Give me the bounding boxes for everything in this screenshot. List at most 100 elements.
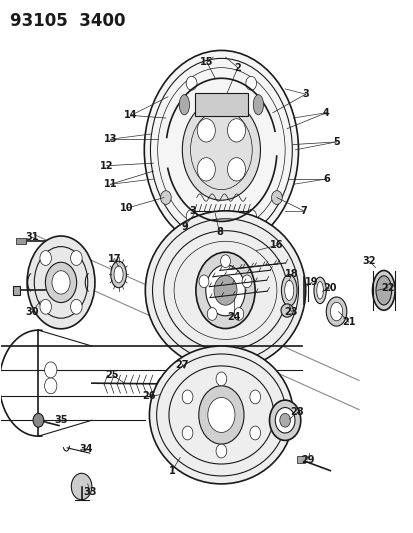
Circle shape bbox=[180, 362, 187, 370]
Circle shape bbox=[227, 158, 245, 181]
Ellipse shape bbox=[27, 236, 95, 329]
Text: 21: 21 bbox=[341, 317, 355, 327]
Text: 4: 4 bbox=[322, 108, 329, 118]
Ellipse shape bbox=[114, 266, 123, 283]
Text: 14: 14 bbox=[124, 110, 138, 120]
Text: 2: 2 bbox=[234, 63, 241, 72]
Circle shape bbox=[186, 76, 197, 90]
Ellipse shape bbox=[111, 261, 126, 288]
Circle shape bbox=[214, 276, 237, 305]
FancyBboxPatch shape bbox=[296, 456, 304, 463]
Text: 33: 33 bbox=[83, 487, 96, 497]
Text: 27: 27 bbox=[175, 360, 189, 369]
Text: 6: 6 bbox=[322, 174, 329, 184]
Ellipse shape bbox=[144, 51, 298, 249]
Ellipse shape bbox=[155, 377, 172, 408]
Circle shape bbox=[160, 191, 171, 205]
Text: 23: 23 bbox=[284, 306, 297, 317]
Circle shape bbox=[198, 386, 243, 444]
Text: 13: 13 bbox=[103, 134, 117, 144]
Circle shape bbox=[207, 398, 235, 432]
Circle shape bbox=[33, 414, 44, 427]
Text: 35: 35 bbox=[54, 415, 68, 425]
Circle shape bbox=[205, 265, 244, 316]
Text: 8: 8 bbox=[215, 227, 222, 237]
Text: 18: 18 bbox=[284, 270, 297, 279]
Circle shape bbox=[40, 300, 51, 314]
Ellipse shape bbox=[284, 280, 293, 301]
Circle shape bbox=[242, 275, 252, 288]
Text: 28: 28 bbox=[290, 407, 304, 417]
Circle shape bbox=[227, 119, 245, 142]
Circle shape bbox=[71, 251, 82, 265]
Circle shape bbox=[40, 251, 51, 265]
Text: 25: 25 bbox=[105, 370, 119, 380]
Ellipse shape bbox=[316, 281, 323, 299]
Circle shape bbox=[182, 390, 192, 404]
Text: 93105  3400: 93105 3400 bbox=[9, 12, 125, 30]
Ellipse shape bbox=[325, 297, 346, 326]
Circle shape bbox=[269, 400, 300, 440]
Circle shape bbox=[249, 390, 260, 404]
Text: 31: 31 bbox=[26, 232, 39, 243]
Ellipse shape bbox=[149, 346, 293, 484]
Ellipse shape bbox=[313, 277, 325, 304]
Ellipse shape bbox=[375, 276, 391, 305]
Ellipse shape bbox=[179, 95, 189, 115]
Text: 19: 19 bbox=[304, 277, 318, 287]
Text: 5: 5 bbox=[332, 137, 339, 147]
Text: 7: 7 bbox=[299, 206, 306, 216]
Text: 3: 3 bbox=[189, 206, 195, 216]
Circle shape bbox=[220, 255, 230, 268]
Circle shape bbox=[245, 76, 256, 90]
Text: 30: 30 bbox=[26, 306, 39, 317]
Text: 9: 9 bbox=[180, 222, 188, 232]
Ellipse shape bbox=[372, 270, 394, 310]
Circle shape bbox=[197, 158, 215, 181]
Ellipse shape bbox=[145, 211, 305, 370]
Circle shape bbox=[45, 362, 57, 378]
FancyBboxPatch shape bbox=[13, 286, 20, 295]
Text: 10: 10 bbox=[120, 203, 133, 213]
Ellipse shape bbox=[330, 302, 342, 321]
Circle shape bbox=[249, 426, 260, 440]
Circle shape bbox=[271, 191, 282, 205]
Text: 12: 12 bbox=[99, 161, 113, 171]
FancyBboxPatch shape bbox=[194, 93, 247, 116]
Circle shape bbox=[45, 378, 57, 394]
Circle shape bbox=[182, 100, 260, 200]
Circle shape bbox=[199, 275, 209, 288]
Text: 16: 16 bbox=[270, 240, 283, 251]
Circle shape bbox=[52, 271, 70, 294]
Ellipse shape bbox=[280, 304, 293, 317]
Circle shape bbox=[182, 426, 192, 440]
Circle shape bbox=[275, 408, 294, 433]
Circle shape bbox=[216, 444, 226, 458]
Text: 3: 3 bbox=[301, 89, 309, 99]
Circle shape bbox=[186, 209, 197, 223]
Ellipse shape bbox=[281, 274, 297, 306]
Circle shape bbox=[71, 473, 92, 500]
Text: 17: 17 bbox=[107, 254, 121, 263]
Text: 20: 20 bbox=[323, 282, 336, 293]
Ellipse shape bbox=[253, 95, 263, 115]
Text: 29: 29 bbox=[300, 455, 314, 465]
Circle shape bbox=[197, 119, 215, 142]
Circle shape bbox=[216, 220, 222, 228]
Text: 1: 1 bbox=[168, 466, 175, 475]
Text: 22: 22 bbox=[380, 282, 394, 293]
Ellipse shape bbox=[158, 382, 169, 403]
Text: 34: 34 bbox=[79, 445, 92, 455]
Circle shape bbox=[279, 414, 290, 427]
Text: 24: 24 bbox=[226, 312, 240, 322]
Circle shape bbox=[195, 252, 254, 328]
Text: 32: 32 bbox=[362, 256, 375, 266]
Circle shape bbox=[45, 262, 76, 303]
Circle shape bbox=[71, 300, 82, 314]
Text: 11: 11 bbox=[103, 179, 117, 189]
Text: 15: 15 bbox=[200, 58, 213, 67]
Circle shape bbox=[245, 209, 256, 223]
FancyBboxPatch shape bbox=[16, 238, 26, 244]
Circle shape bbox=[233, 308, 243, 320]
Circle shape bbox=[216, 372, 226, 386]
